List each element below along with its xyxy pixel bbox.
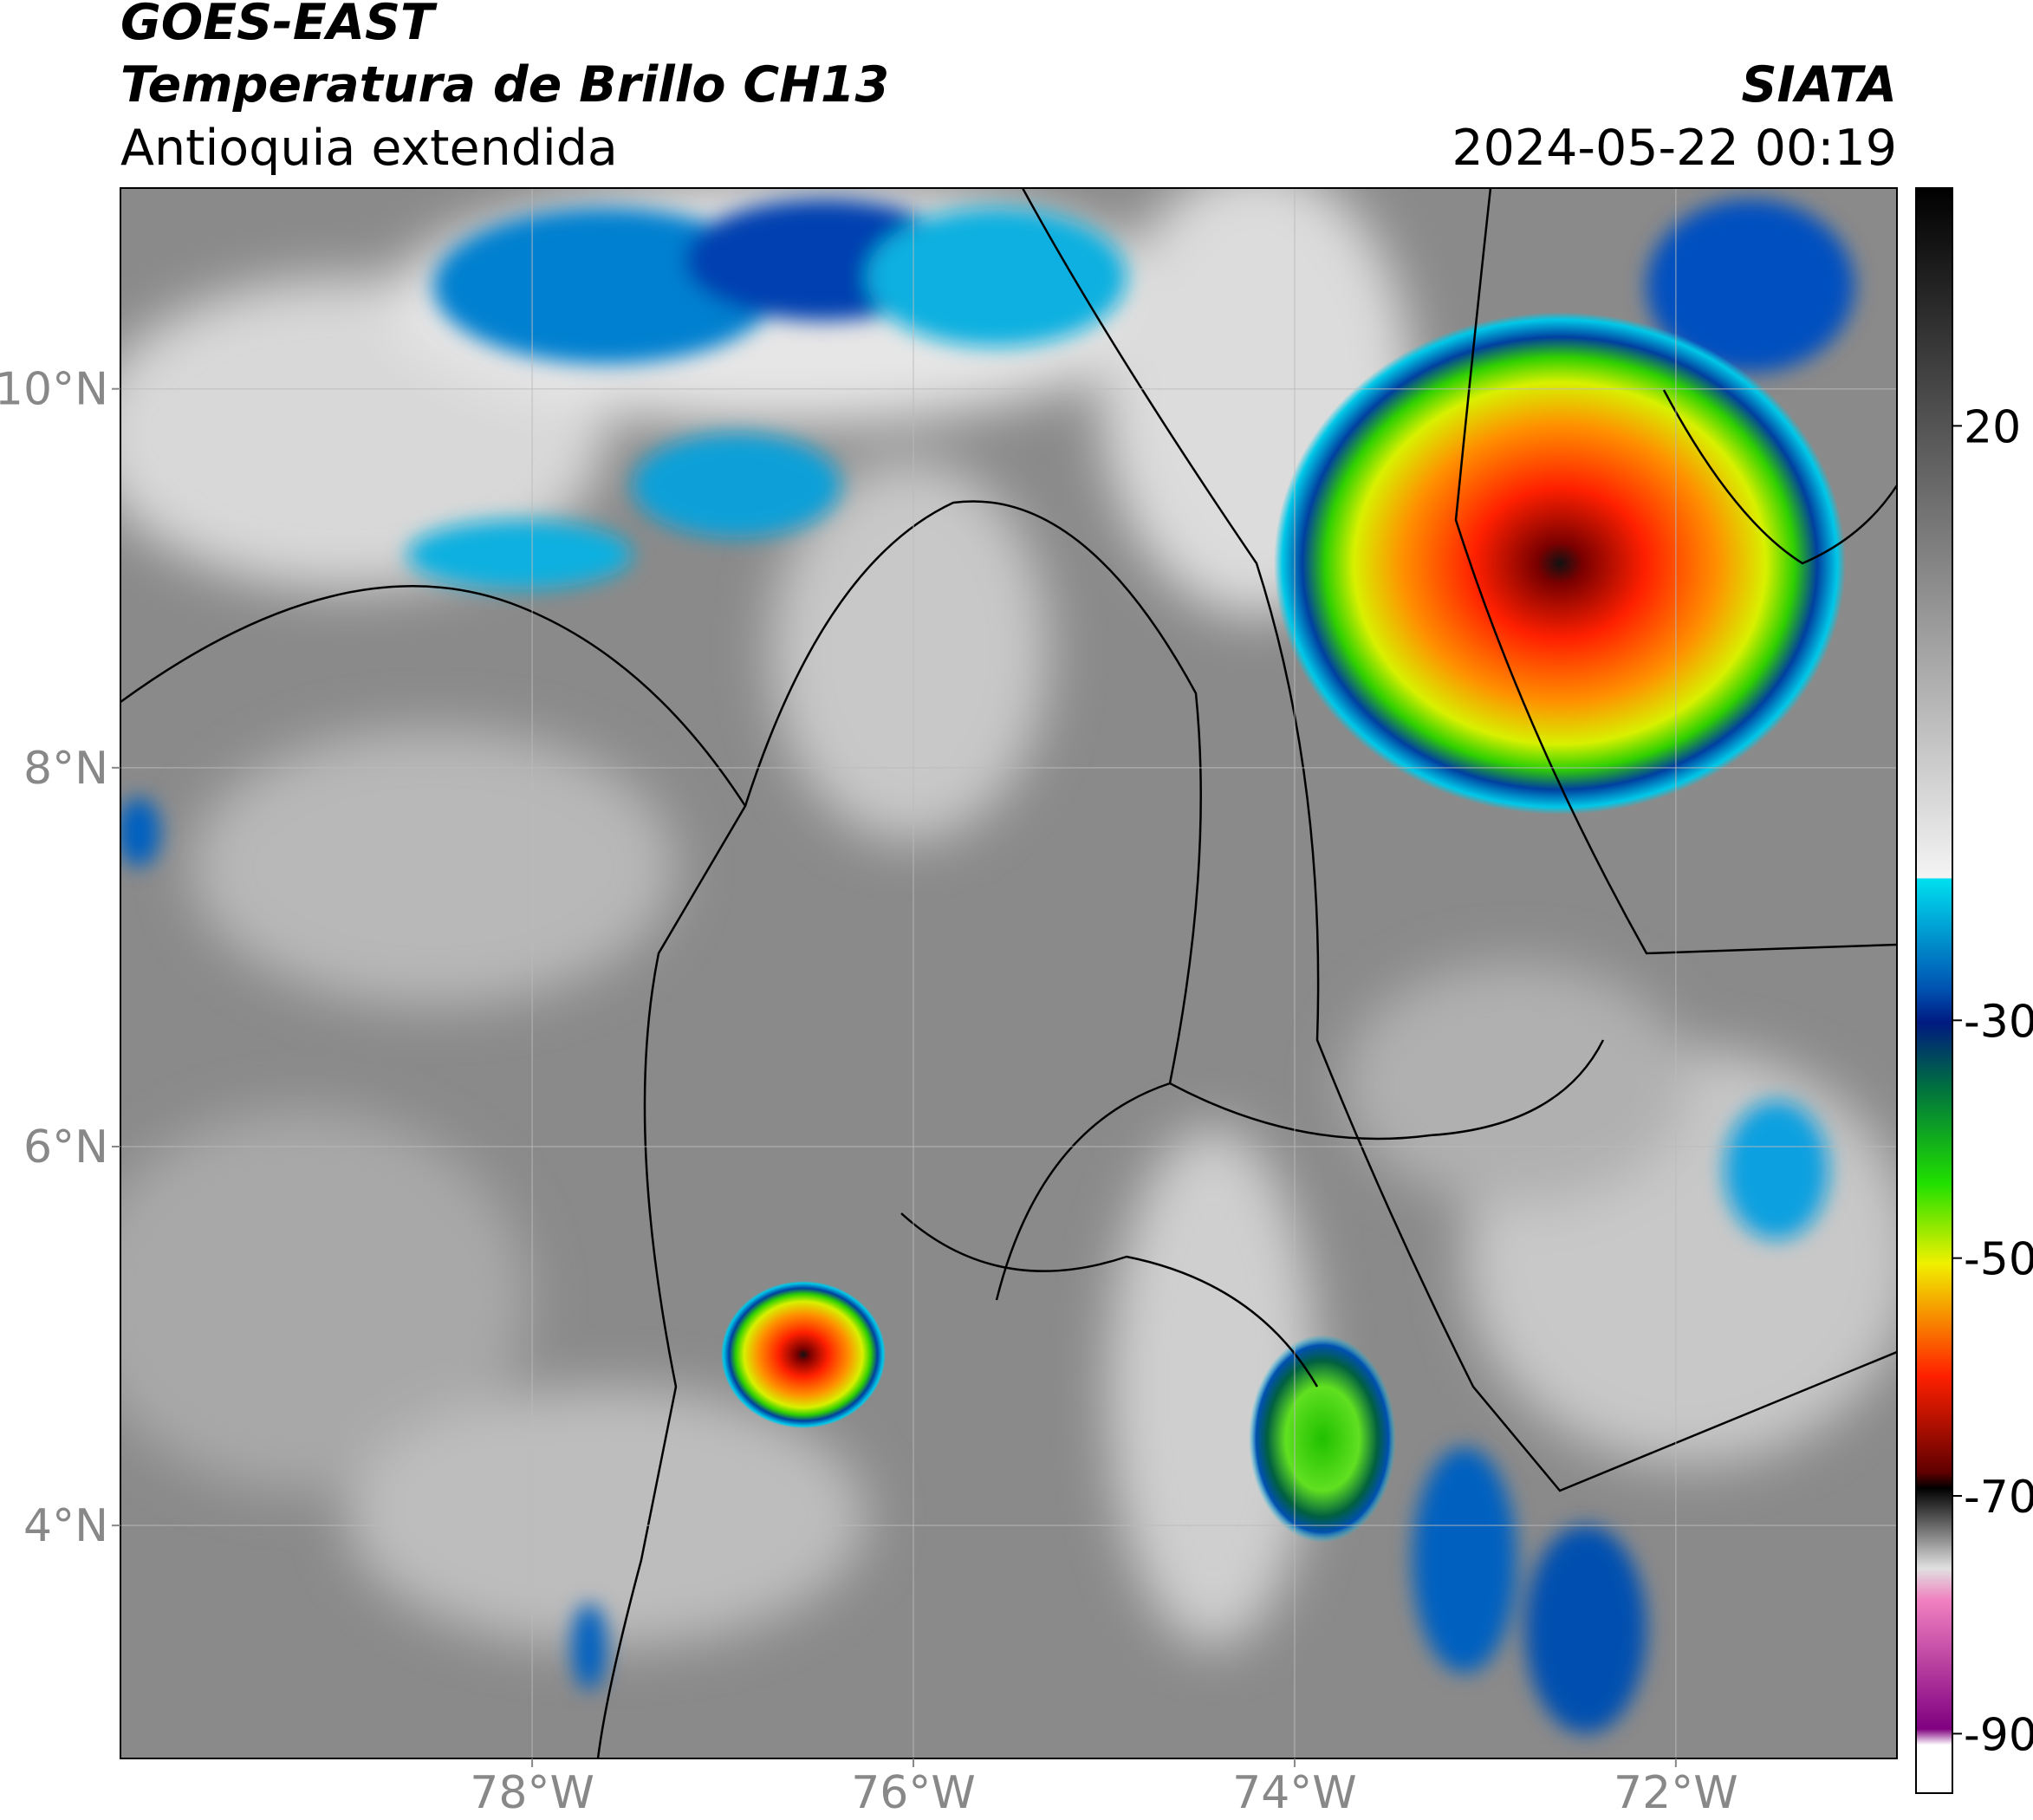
colorbar-tick-label: -70 [1964,1472,2033,1524]
x-tick-label: 74°W [1232,1767,1357,1819]
x-tick-label: 76°W [851,1767,976,1819]
colorbar-tick-label: -30 [1964,996,2033,1048]
colorbar-tick-label: 20 [1964,401,2021,453]
organization: SIATA [1742,56,1898,114]
y-tick-label: 8°N [23,743,108,795]
convective-cell [1249,1335,1396,1543]
product-title: Temperatura de Brillo CH13 [120,56,889,114]
convective-cell [1274,312,1846,815]
graticule [120,188,1897,1758]
region-subtitle: Antioquia extendida [120,120,618,177]
y-tick-label: 4°N [23,1500,108,1552]
colorbar-tick-label: -50 [1964,1234,2033,1286]
colorbar-tick-label: -90 [1964,1709,2033,1761]
map-frame [120,187,1898,1759]
cold-clouds [120,199,1854,1733]
colorbar [1915,187,1953,1794]
convective-cell [721,1281,886,1428]
y-tick-label: 10°N [0,364,108,416]
x-tick-label: 72°W [1614,1767,1738,1819]
borders [120,188,1897,1758]
y-tick-label: 6°N [23,1121,108,1173]
x-tick-label: 78°W [470,1767,594,1819]
satellite-name: GOES-EAST [120,0,438,51]
timestamp: 2024-05-22 00:19 [1452,120,1897,177]
satellite-image [120,188,1897,1758]
